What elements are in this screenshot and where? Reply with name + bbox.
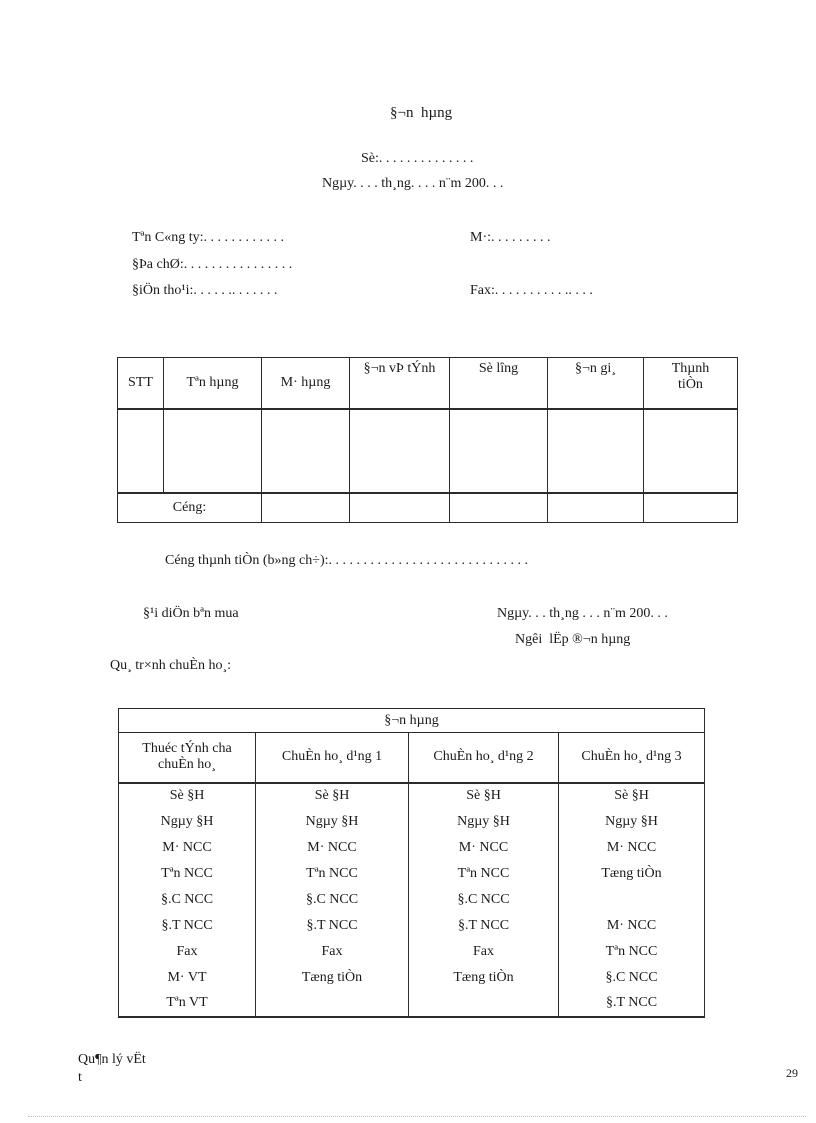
normalization-cell: §.T NCC [408, 912, 559, 939]
order-preparer-label: Ng­êi lËp ®¬n hµng [515, 632, 631, 647]
normalization-cell: M· NCC [408, 834, 559, 861]
normalization-cell: §.C NCC [255, 886, 409, 913]
normalization-cell: Sè §H [557, 782, 706, 809]
normalization-intro: Qu¸ tr×nh chuÈn ho¸: [110, 658, 232, 673]
order-empty-cell [547, 408, 644, 494]
normalization-header-form1: ChuÈn ho¸ d¹ng 1 [255, 732, 409, 784]
normalization-header-form2: ChuÈn ho¸ d¹ng 2 [408, 732, 559, 784]
order-header-stt: STT [117, 357, 164, 410]
order-empty-cell [547, 492, 644, 523]
normalization-cell: Sè §H [408, 782, 559, 809]
buyer-representative-label: §¹i diÖn bªn mua [143, 606, 239, 621]
order-empty-cell [449, 408, 548, 494]
normalization-cell: Tªn NCC [255, 860, 409, 887]
order-header-so-luong: Sè l­îng [449, 357, 548, 410]
company-code-field: M·:. . . . . . . . . [470, 230, 551, 245]
normalization-cell: M· NCC [255, 834, 409, 861]
normalization-cell: Ngµy §H [557, 808, 706, 835]
company-fax-field: Fax:. . . . . . . . . . .. . . . [470, 283, 593, 298]
order-table: STT Tªn hµng M· hµng §¬n vÞ tÝnh Sè l­în… [117, 357, 738, 523]
normalization-cell [408, 990, 559, 1017]
normalization-cell: M· NCC [118, 834, 256, 861]
normalization-cell: §.T NCC [118, 912, 256, 939]
order-empty-cell [117, 408, 164, 494]
normalization-cell: §.C NCC [557, 964, 706, 991]
normalization-header-attributes: Thuéc tÝnh cha chuÈn ho¸ [118, 732, 256, 784]
normalization-cell: §.C NCC [408, 886, 559, 913]
order-empty-cell [261, 408, 350, 494]
company-address-field: §Þa chØ:. . . . . . . . . . . . . . . . [132, 257, 293, 272]
normalization-cell: Fax [118, 938, 256, 965]
normalization-cell [255, 990, 409, 1017]
total-in-words-line: Céng thµnh tiÒn (b»ng ch÷):. . . . . . .… [165, 553, 529, 568]
normalization-cell: Tªn NCC [118, 860, 256, 887]
order-header-thanh-tien-text: Thµnh tiÒn [671, 361, 710, 392]
order-header-ten-hang: Tªn hµng [163, 357, 262, 410]
normalization-cell: Tæng tiÒn [557, 860, 706, 887]
normalization-cell: §.C NCC [118, 886, 256, 913]
page-footer-text: Qu¶n lý vËt t­ [78, 1052, 150, 1085]
order-empty-cell [349, 492, 450, 523]
normalization-cell: M· NCC [557, 834, 706, 861]
normalization-cell: §.T NCC [557, 990, 706, 1017]
normalization-cell: Sè §H [118, 782, 256, 809]
normalization-cell: Ngµy §H [255, 808, 409, 835]
order-total-label: Céng: [117, 492, 262, 523]
order-header-don-gia: §¬n gi¸ [547, 357, 644, 410]
signature-date-line: Ngµy. . . th¸ng . . . n¨m 200. . . [497, 606, 668, 621]
normalization-cell: M· VT [118, 964, 256, 991]
order-empty-cell [163, 408, 262, 494]
normalization-table: §¬n hµng Thuéc tÝnh cha chuÈn ho¸ ChuÈn … [117, 708, 706, 1018]
company-phone-field: §iÖn tho¹i:. . . . . .. . . . . . . [132, 283, 278, 298]
normalization-cell: Tªn NCC [408, 860, 559, 887]
normalization-cell: Tªn VT [118, 990, 256, 1017]
normalization-cell: Tªn NCC [557, 938, 706, 965]
order-empty-cell [449, 492, 548, 523]
document-title: §¬n hµng [390, 105, 453, 121]
order-header-don-vi-tinh: §¬n vÞ tÝnh [349, 357, 450, 410]
page-number: 29 [786, 1066, 798, 1080]
order-date-line: Ngµy. . . . th¸ng. . . . n¨m 200. . . [322, 176, 504, 191]
normalization-cell: Fax [408, 938, 559, 965]
order-empty-cell [349, 408, 450, 494]
normalization-cell [557, 886, 706, 913]
order-header-thanh-tien: Thµnh tiÒn [643, 357, 738, 410]
normalization-cell: M· NCC [557, 912, 706, 939]
order-empty-cell [643, 408, 738, 494]
company-name-field: Tªn C«ng ty:. . . . . . . . . . . . [132, 230, 285, 245]
normalization-table-title: §¬n hµng [117, 708, 706, 733]
normalization-cell: Tæng tiÒn [255, 964, 409, 991]
normalization-cell: Ngµy §H [118, 808, 256, 835]
footer-dotted-line [28, 1116, 806, 1117]
order-number-line: Sè:. . . . . . . . . . . . . . [361, 151, 474, 166]
normalization-cell: §.T NCC [255, 912, 409, 939]
order-empty-cell [643, 492, 738, 523]
normalization-header-form3: ChuÈn ho¸ d¹ng 3 [557, 732, 706, 784]
normalization-cell: Tæng tiÒn [408, 964, 559, 991]
normalization-cell: Sè §H [255, 782, 409, 809]
normalization-header-attributes-text: Thuéc tÝnh cha chuÈn ho¸ [142, 741, 232, 773]
order-empty-cell [261, 492, 350, 523]
normalization-cell: Ngµy §H [408, 808, 559, 835]
normalization-cell: Fax [255, 938, 409, 965]
order-header-ma-hang: M· hµng [261, 357, 350, 410]
